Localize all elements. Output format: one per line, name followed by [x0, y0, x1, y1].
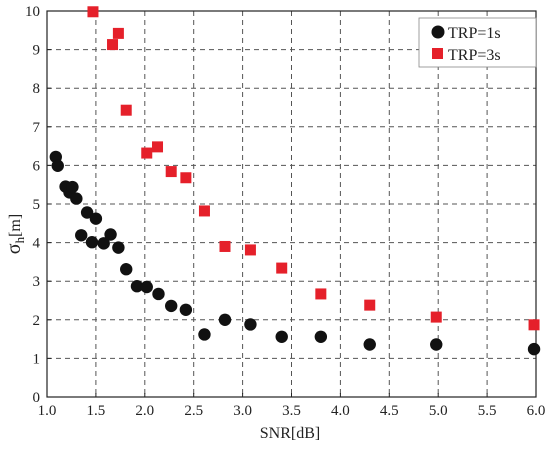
point-trp-3s	[165, 166, 177, 178]
point-trp-1s	[179, 303, 193, 316]
point-trp-3s	[152, 141, 164, 153]
y-tick-label: 10	[25, 4, 40, 20]
point-trp-1s	[51, 159, 64, 172]
x-tick-label: 4.0	[331, 403, 350, 419]
point-trp-1s	[275, 330, 288, 343]
point-trp-3s	[120, 104, 132, 116]
x-tick-label: 3.0	[233, 403, 252, 419]
legend-marker-trp-1s	[431, 25, 445, 39]
grid	[47, 11, 536, 397]
point-trp-1s	[104, 228, 117, 241]
point-trp-3s	[141, 147, 153, 159]
point-trp-3s	[244, 244, 256, 256]
y-tick-label: 6	[33, 158, 41, 174]
x-tick-label: 4.5	[380, 403, 399, 419]
y-tick-label: 4	[33, 236, 41, 252]
y-tick-label: 5	[33, 197, 41, 213]
x-tick-label: 3.5	[282, 403, 301, 419]
point-trp-3s	[87, 6, 99, 18]
point-trp-1s	[244, 318, 257, 331]
point-trp-3s	[112, 27, 124, 39]
legend-label-trp-3s: TRP=3s	[448, 47, 501, 64]
point-trp-1s	[70, 192, 83, 205]
x-tick-label: 6.0	[527, 403, 546, 419]
x-tick-label: 2.0	[135, 403, 154, 419]
x-tick-label: 5.5	[478, 403, 497, 419]
point-trp-1s	[89, 212, 103, 225]
point-trp-3s	[276, 262, 288, 274]
x-tick-label: 1.0	[38, 403, 57, 419]
y-tick-label: 1	[33, 351, 41, 367]
point-trp-3s	[430, 311, 442, 323]
y-tick-label: 9	[33, 43, 41, 59]
point-trp-3s	[315, 288, 327, 300]
y-axis-label-group: σh[m]	[3, 214, 27, 254]
point-trp-3s	[198, 205, 210, 217]
point-trp-1s	[363, 338, 376, 351]
y-tick-label: 7	[33, 120, 41, 136]
point-trp-1s	[218, 313, 232, 326]
point-trp-1s	[165, 299, 178, 313]
point-trp-1s	[198, 328, 211, 341]
axes: 1.0 1.5 2.0 2.5 3.0 3.5 4.0 4.5 5.0 5.5 6.0 0 1 2 3 4 5 6…	[25, 4, 545, 419]
point-trp-1s	[97, 237, 110, 250]
point-trp-1s	[120, 263, 133, 276]
legend-label-trp-1s: TRP=1s	[448, 25, 501, 42]
point-trp-1s	[130, 280, 144, 293]
point-trp-1s	[112, 241, 125, 254]
point-trp-3s	[528, 319, 540, 331]
point-trp-1s	[85, 236, 99, 249]
x-axis-label: SNR[dB]	[260, 425, 320, 442]
point-trp-3s	[364, 299, 376, 311]
y-tick-label: 2	[33, 313, 41, 329]
legend: TRP=1s TRP=3s	[418, 17, 537, 68]
point-trp-1s	[152, 287, 165, 301]
y-axis-label: σh[m]	[3, 214, 27, 254]
point-trp-3s	[219, 240, 231, 252]
point-trp-3s	[107, 39, 119, 51]
point-trp-1s	[527, 342, 541, 356]
y-axis-label-unit: [m]	[7, 214, 24, 237]
y-tick-label: 8	[33, 81, 41, 97]
point-trp-1s	[66, 180, 79, 194]
point-trp-3s	[180, 172, 192, 184]
x-tick-label: 5.0	[429, 403, 448, 419]
point-trp-1s	[75, 229, 88, 242]
y-axis-label-subscript: h	[12, 236, 27, 243]
x-tick-label: 1.5	[87, 403, 106, 419]
legend-marker-trp-3s	[432, 48, 443, 59]
y-tick-label: 0	[33, 390, 41, 406]
data-points	[49, 6, 541, 356]
point-trp-1s	[140, 280, 153, 294]
y-tick-label: 3	[33, 274, 41, 290]
y-axis-label-symbol: σ	[3, 243, 25, 254]
point-trp-1s	[314, 330, 328, 343]
point-trp-1s	[430, 338, 443, 351]
point-trp-1s	[80, 206, 94, 219]
x-tick-label: 2.5	[184, 403, 203, 419]
